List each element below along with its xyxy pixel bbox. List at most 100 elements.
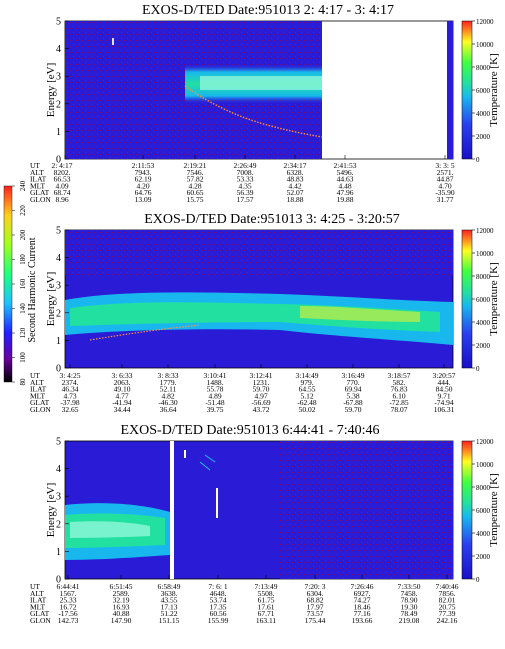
colorbar-tick-label: 2000 <box>476 342 491 350</box>
side-colorbar-tick-label: 160 <box>19 278 27 289</box>
table-cell: 7:13:49 <box>255 582 278 591</box>
y-tick-label: 5 <box>56 226 61 237</box>
table-cell: 3:20:57 <box>433 371 456 380</box>
table-cell: 36.64 <box>160 405 177 414</box>
colorbar-tick-label: 12000 <box>476 227 494 235</box>
table-cell: 8202. <box>54 168 71 177</box>
y-tick-label: 0 <box>56 155 61 166</box>
table-cell: 4.20 <box>136 181 149 190</box>
colorbar-tick-label: 12000 <box>476 18 494 26</box>
panel-3-colorbar-ticks: 0 2000 4000 6000 8000 10000 12000 <box>472 438 494 584</box>
y-tick-label: 5 <box>56 17 61 28</box>
table-row-label: GLAT <box>30 398 50 407</box>
table-cell: -74.94 <box>434 398 454 407</box>
colorbar-tick-label: 4000 <box>476 319 491 327</box>
table-cell: 2571. <box>437 168 454 177</box>
table-cell: 4.35 <box>238 181 251 190</box>
table-cell: 444. <box>437 378 450 387</box>
table-cell: 7856. <box>439 589 456 598</box>
table-cell: 4.42 <box>288 181 301 190</box>
table-cell: 2374. <box>62 378 79 387</box>
table-cell: 31.77 <box>437 195 454 204</box>
table-row-label: ALT <box>30 378 44 387</box>
table-row-label: MLT <box>30 602 46 611</box>
table-cell: 5.12 <box>300 391 313 400</box>
panel-3-noise <box>280 441 453 579</box>
table-cell: 34.44 <box>114 405 131 414</box>
table-cell: 3: 6:33 <box>111 371 132 380</box>
table-cell: 68.82 <box>307 596 324 605</box>
panel-2: EXOS-D/TED Date:951013 3: 4:25 - 3:20:57… <box>30 212 500 414</box>
panel-1-y-axis: 0 1 2 3 4 5 <box>56 17 69 166</box>
panel-3-gap <box>170 441 174 579</box>
table-cell: 5.38 <box>346 391 359 400</box>
colorbar-tick-label: 8000 <box>476 484 491 492</box>
table-row-label: ALT <box>30 168 44 177</box>
side-colorbar-ticks: 80 100 120 140 160 180 200 220 240 <box>12 180 27 386</box>
table-cell: 51.22 <box>161 609 178 618</box>
table-row-label: ILAT <box>30 175 47 184</box>
colorbar-tick-label: 10000 <box>476 41 494 49</box>
panel-1: EXOS-D/TED Date:951013 2: 4:17 - 3: 4:17… <box>30 3 500 204</box>
table-cell: 219.08 <box>399 616 420 625</box>
table-cell: 7546. <box>187 168 204 177</box>
table-cell: 49.10 <box>114 385 131 394</box>
panel-2-y-axis: 0 1 2 3 4 5 <box>56 226 69 375</box>
table-cell: 979. <box>300 378 313 387</box>
table-cell: 3:10:41 <box>204 371 227 380</box>
table-cell: -56.69 <box>251 398 271 407</box>
table-cell: -17.56 <box>58 609 78 618</box>
table-cell: 1567. <box>60 589 77 598</box>
table-row-label: ILAT <box>30 596 47 605</box>
table-cell: 175.44 <box>305 616 326 625</box>
colorbar-tick-label: 2000 <box>476 553 491 561</box>
side-colorbar-tick-label: 140 <box>19 303 27 314</box>
table-cell: 106.31 <box>434 405 455 414</box>
table-cell: 16.93 <box>113 602 130 611</box>
table-cell: -62.48 <box>297 398 317 407</box>
y-tick-label: 5 <box>56 437 61 448</box>
panel-1-colorbar-label: Temperature [K] <box>488 53 500 126</box>
table-cell: 7008. <box>237 168 254 177</box>
table-row-label: ILAT <box>30 385 47 394</box>
table-cell: 76.83 <box>391 385 408 394</box>
colorbar-tick-label: 8000 <box>476 64 491 72</box>
table-row-label: GLAT <box>30 609 50 618</box>
panel-1-colorbar <box>461 20 473 160</box>
table-cell: 61.75 <box>258 596 275 605</box>
side-colorbar-tick-label: 120 <box>19 327 27 338</box>
table-cell: 151.15 <box>159 616 180 625</box>
table-cell: 155.99 <box>208 616 229 625</box>
table-cell: 6328. <box>287 168 304 177</box>
table-cell: 67.71 <box>258 609 275 618</box>
table-cell: 4.89 <box>208 391 221 400</box>
table-cell: 142.73 <box>58 616 79 625</box>
table-cell: 147.90 <box>111 616 132 625</box>
table-cell: 2:41:53 <box>334 161 357 170</box>
panel-1-table: UT 2: 4:17 2:11:53 2:19:21 2:26:49 2:34:17 2:4… <box>30 155 455 204</box>
colorbar-tick-label: 6000 <box>476 507 491 515</box>
table-cell: 73.57 <box>307 609 324 618</box>
table-cell: 53.33 <box>237 175 254 184</box>
table-cell: 242.16 <box>437 616 458 625</box>
table-cell: 66.53 <box>54 175 71 184</box>
table-cell: 6:44:41 <box>57 582 80 591</box>
panel-2-colorbar-ticks: 0 2000 4000 6000 8000 10000 12000 <box>472 227 494 373</box>
table-cell: 74.27 <box>354 596 371 605</box>
table-cell: 2063. <box>114 378 131 387</box>
table-cell: 8.96 <box>55 195 68 204</box>
table-cell: 60.56 <box>210 609 227 618</box>
table-cell: 77.39 <box>439 609 456 618</box>
colorbar-tick-label: 10000 <box>476 461 494 469</box>
panel-2-trace <box>89 324 201 341</box>
table-cell: 4.70 <box>438 181 451 190</box>
panel-2-table: UT 3: 4:25 3: 6:33 3: 8:33 3:10:41 3:12:41 3:1… <box>30 364 456 414</box>
table-cell: 3: 4:25 <box>59 371 80 380</box>
table-cell: -72.85 <box>389 398 409 407</box>
table-cell: 56.39 <box>237 188 254 197</box>
table-cell: 20.75 <box>439 602 456 611</box>
panel-2-band-peak <box>300 306 420 322</box>
table-cell: 4.28 <box>188 181 201 190</box>
side-colorbar-tick-label: 80 <box>19 378 27 386</box>
side-colorbar-tick-label: 100 <box>19 352 27 363</box>
